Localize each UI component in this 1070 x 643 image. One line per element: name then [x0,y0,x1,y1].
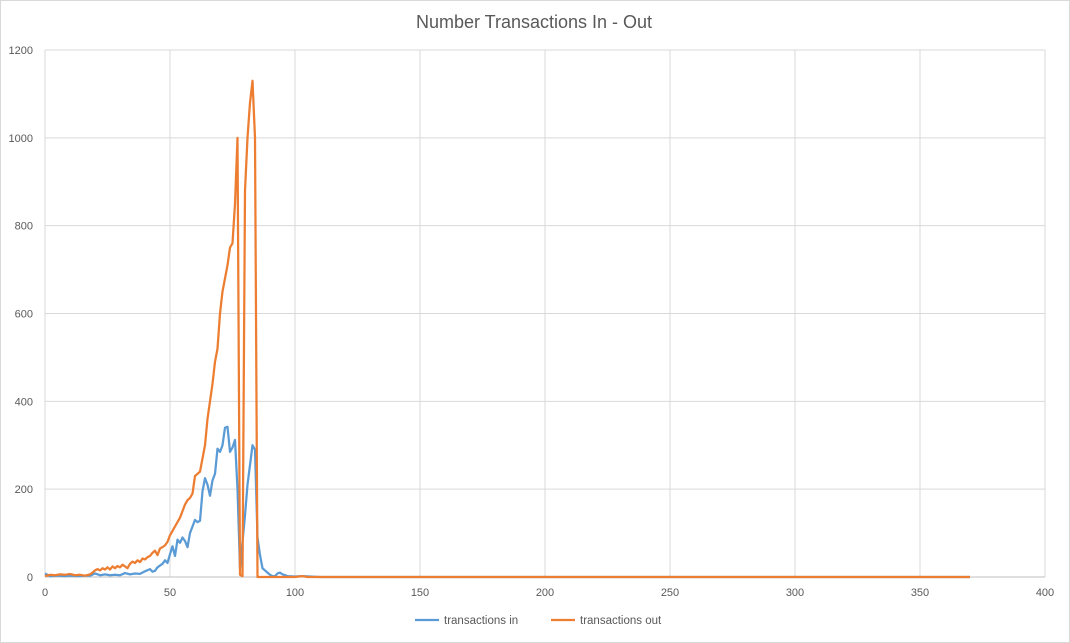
x-axis-tick-labels: 0 50 100 150 200 250 300 350 400 [42,587,1054,599]
x-tick-label: 100 [286,587,304,599]
legend-label: transactions out [580,615,662,627]
y-tick-label: 800 [15,221,33,233]
x-tick-label: 200 [536,587,554,599]
x-tick-label: 50 [164,587,176,599]
series-lines [44,79,970,579]
y-axis-tick-labels: 0 200 400 600 800 1000 1200 [9,45,33,584]
x-tick-label: 300 [786,587,804,599]
y-tick-label: 200 [15,484,33,496]
series-line-transactions-in [44,425,970,579]
y-tick-label: 1000 [9,133,33,145]
legend-label: transactions in [444,615,518,627]
y-tick-label: 600 [15,309,33,321]
x-tick-label: 350 [911,587,929,599]
y-tick-label: 400 [15,396,33,408]
y-tick-label: 0 [27,572,33,584]
y-tick-label: 1200 [9,45,33,57]
series-line-transactions-out [44,79,970,579]
x-tick-label: 150 [411,587,429,599]
x-tick-label: 400 [1036,587,1054,599]
legend: transactions in transactions out [415,615,662,627]
chart-title: Number Transactions In - Out [416,12,652,32]
gridlines [44,49,1046,577]
x-tick-label: 250 [661,587,679,599]
x-tick-label: 0 [42,587,48,599]
